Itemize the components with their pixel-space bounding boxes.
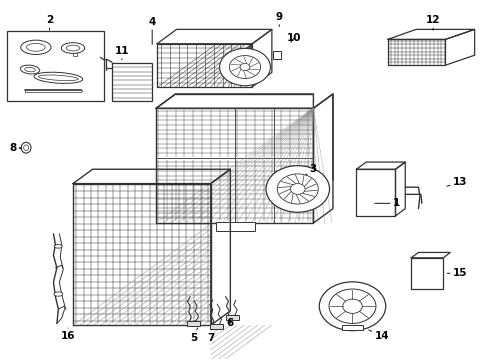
Ellipse shape <box>24 145 28 150</box>
Circle shape <box>240 63 250 71</box>
Ellipse shape <box>24 67 35 72</box>
Ellipse shape <box>38 75 78 81</box>
Bar <box>356 169 395 216</box>
Ellipse shape <box>54 292 63 296</box>
Text: 3: 3 <box>306 164 317 175</box>
Ellipse shape <box>21 40 51 54</box>
Ellipse shape <box>21 142 31 153</box>
Text: 16: 16 <box>61 328 75 341</box>
Text: 5: 5 <box>190 328 197 343</box>
Ellipse shape <box>61 42 85 53</box>
Circle shape <box>319 282 386 330</box>
Bar <box>295 183 307 187</box>
Circle shape <box>291 184 305 194</box>
Text: 4: 4 <box>148 17 156 45</box>
Text: 7: 7 <box>207 330 215 343</box>
Ellipse shape <box>26 43 45 51</box>
Bar <box>273 51 281 59</box>
Ellipse shape <box>20 65 40 74</box>
Text: 14: 14 <box>368 330 389 341</box>
Bar <box>216 222 255 231</box>
Circle shape <box>343 299 362 314</box>
Text: 6: 6 <box>227 319 234 328</box>
Text: 10: 10 <box>287 33 301 43</box>
Circle shape <box>277 174 318 204</box>
Ellipse shape <box>34 72 83 84</box>
Bar <box>292 174 311 184</box>
Bar <box>73 53 77 55</box>
Bar <box>226 315 239 320</box>
Text: 15: 15 <box>447 268 467 278</box>
Bar <box>342 324 363 330</box>
Circle shape <box>229 55 261 78</box>
Bar <box>6 31 104 101</box>
Text: 8: 8 <box>9 143 22 153</box>
Circle shape <box>266 166 330 212</box>
Text: 11: 11 <box>115 46 129 60</box>
Text: 1: 1 <box>375 198 400 208</box>
Circle shape <box>220 48 270 86</box>
Bar <box>411 258 443 289</box>
Text: 12: 12 <box>426 15 441 30</box>
Circle shape <box>329 289 376 323</box>
Bar <box>187 320 200 325</box>
Ellipse shape <box>66 45 80 51</box>
Bar <box>112 63 152 101</box>
Ellipse shape <box>54 244 62 248</box>
Text: 9: 9 <box>276 12 283 27</box>
Text: 2: 2 <box>46 15 53 30</box>
Text: 13: 13 <box>447 177 467 187</box>
Bar <box>210 324 222 329</box>
